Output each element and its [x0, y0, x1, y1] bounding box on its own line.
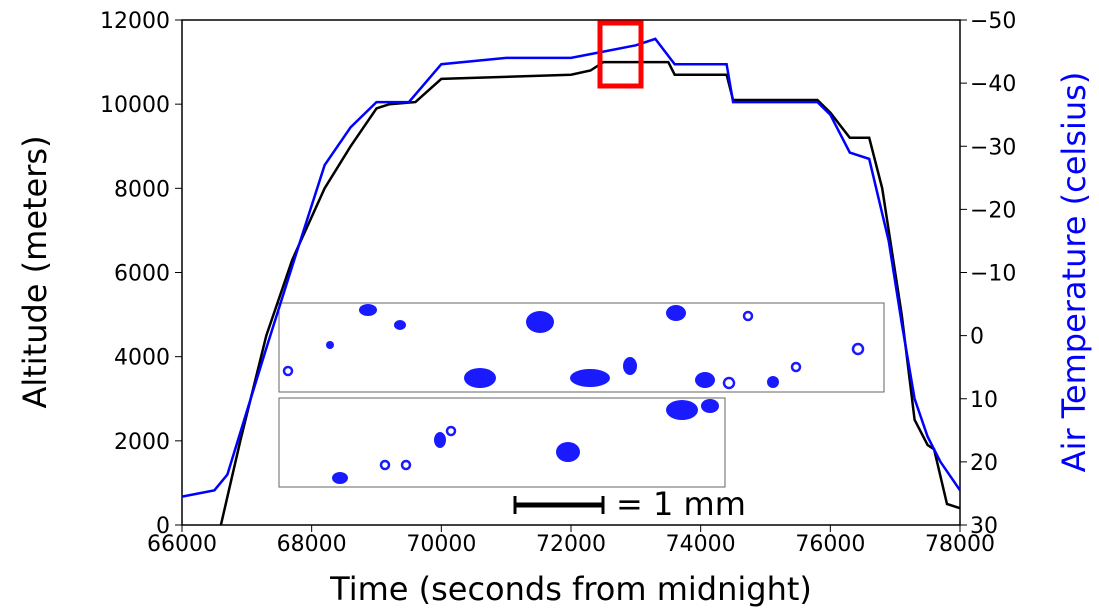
y2-tick-label: −20	[970, 198, 1016, 223]
y2-tick-label: −50	[970, 9, 1016, 34]
x-tick-label: 66000	[147, 532, 217, 557]
y2-axis-label: Air Temperature (celsius)	[1055, 72, 1093, 473]
y-tick-label: 10000	[100, 93, 170, 118]
y-tick-label: 6000	[114, 262, 170, 287]
inset-images	[278, 302, 885, 488]
particles	[326, 304, 779, 484]
x-tick-label: 72000	[536, 532, 606, 557]
y2-tick-label: 20	[970, 451, 998, 476]
y2-tick-label: 30	[970, 514, 998, 539]
x-axis-label: Time (seconds from midnight)	[329, 570, 812, 608]
x-tick-label: 68000	[277, 532, 347, 557]
y-tick-label: 0	[156, 514, 170, 539]
x-tick-label: 74000	[666, 532, 736, 557]
x-tick-label: 78000	[925, 532, 995, 557]
particle-rings	[282, 310, 865, 471]
scale-label: = 1 mm	[616, 485, 746, 523]
y2-tick-label: 10	[970, 388, 998, 413]
y-axis-label: Altitude (meters)	[16, 135, 54, 408]
y-tick-label: 8000	[114, 177, 170, 202]
x-tick-label: 76000	[795, 532, 865, 557]
y2-tick-label: −40	[970, 72, 1016, 97]
x-tick-label: 70000	[406, 532, 476, 557]
y-tick-label: 12000	[100, 9, 170, 34]
y2-tick-label: −30	[970, 135, 1016, 160]
y2-tick-label: 0	[970, 325, 984, 350]
y2-tick-label: −10	[970, 262, 1016, 287]
inset-image	[278, 397, 726, 488]
highlight-box	[597, 20, 644, 89]
series-line	[181, 37, 962, 498]
y-tick-label: 4000	[114, 346, 170, 371]
y-tick-label: 2000	[114, 430, 170, 455]
